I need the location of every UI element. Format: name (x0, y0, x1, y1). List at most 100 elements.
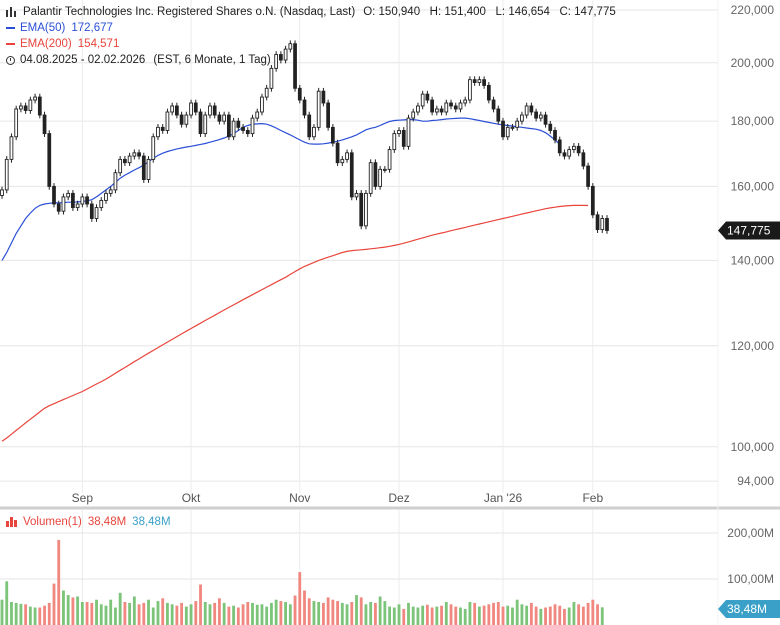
candle-body-up (260, 96, 264, 113)
candle-body-up (108, 189, 113, 194)
candle (538, 111, 543, 122)
candle (307, 111, 312, 141)
volume-bar (373, 602, 377, 625)
volume-bar (449, 604, 453, 625)
date-range: 04.08.2025 - 02.02.2026 (20, 54, 146, 66)
candle-body-up (269, 67, 274, 89)
chart-legend: Palantir Technologies Inc. Registered Sh… (6, 4, 616, 68)
candle-body-down (586, 165, 590, 187)
candle-body-up (208, 105, 212, 116)
volume-bar (255, 604, 259, 625)
ema50-value: 172,677 (71, 22, 113, 34)
volume-bar (166, 602, 169, 625)
volume-tick-label: 100,00M (727, 572, 774, 586)
candle-body-up (468, 79, 472, 101)
candle (416, 102, 420, 116)
candle (463, 96, 468, 107)
candle-body-down (590, 185, 595, 216)
volume-bar (227, 606, 231, 625)
volume-bar (10, 602, 13, 625)
volume-bar (548, 606, 552, 625)
candle (477, 76, 482, 86)
candle (80, 193, 85, 208)
candle-body-up (538, 114, 543, 119)
candle (255, 108, 260, 122)
y-tick-label: 160,000 (731, 179, 775, 193)
volume-bar (24, 604, 28, 625)
volume-bar (355, 595, 358, 625)
candle (108, 186, 113, 197)
candle (165, 108, 170, 134)
volume-bar (288, 604, 292, 625)
volume-bar (515, 599, 519, 625)
candle (486, 82, 491, 104)
volume-bar (397, 604, 401, 625)
candle-body-up (378, 168, 382, 187)
volume-bar (331, 599, 335, 625)
candle (382, 166, 387, 173)
volume-bar (71, 597, 75, 625)
volume-bar (496, 602, 500, 625)
last-price-badge-shape (718, 221, 780, 240)
candle-body-down (212, 105, 217, 116)
candle-body-up (127, 155, 132, 164)
candle (373, 159, 378, 190)
volume-bar (269, 602, 273, 625)
candle (505, 124, 510, 141)
volume-bar (180, 602, 184, 625)
volume-bar (232, 605, 236, 625)
candle-body-up (283, 48, 288, 61)
volume-bar (85, 602, 89, 625)
candle-body-up (118, 158, 123, 174)
candle-body-down (534, 111, 538, 119)
x-tick-label: Nov (289, 491, 310, 505)
candle (444, 99, 449, 116)
candle-body-up (510, 126, 515, 129)
time-axis: Sep Okt Nov Dez Jan '26 Feb (72, 491, 604, 505)
volume-bar (303, 590, 306, 625)
volume-bar (317, 602, 321, 625)
candle (425, 90, 430, 104)
candle-body-down (562, 152, 567, 157)
candle (316, 87, 321, 131)
candle-body-down (335, 142, 340, 164)
candle (132, 149, 137, 160)
y-tick-label: 100,000 (731, 440, 775, 454)
volume-bar (208, 604, 212, 625)
candle (600, 215, 605, 233)
candle-body-down (548, 123, 553, 131)
candle-body-down (71, 192, 75, 209)
volume-bar (66, 595, 70, 625)
volume-bar (170, 604, 174, 625)
candle (179, 111, 184, 128)
candle (241, 124, 245, 134)
ema50-swatch (6, 27, 15, 29)
candle (387, 146, 392, 173)
candle-body-down (193, 102, 198, 113)
volume-bar (246, 602, 250, 625)
ema50-layer (1, 117, 561, 261)
volume-bar (118, 592, 122, 625)
volume-tick-label: 200,00M (727, 526, 774, 540)
volume-bar (260, 604, 264, 625)
candle (567, 146, 572, 160)
volume-bar (142, 602, 146, 625)
candle-body-up (222, 114, 227, 122)
candle-body-up (520, 114, 524, 122)
candle (392, 130, 397, 153)
volume-bar (525, 605, 529, 625)
candle (61, 193, 66, 215)
candle-body-up (33, 96, 37, 101)
candle-body-down (605, 218, 609, 231)
volume-bar (425, 604, 429, 625)
candle (37, 93, 42, 119)
volume-bar (539, 608, 543, 625)
candle-body-down (326, 102, 331, 128)
volume-bar (0, 599, 4, 625)
candle-body-down (47, 133, 52, 187)
candle (472, 76, 477, 86)
volume-bar (444, 602, 448, 625)
volume-bar (345, 604, 349, 625)
instrument-row: Palantir Technologies Inc. Registered Sh… (6, 4, 616, 20)
volume-axis: 100,00M 200,00M (727, 526, 774, 586)
